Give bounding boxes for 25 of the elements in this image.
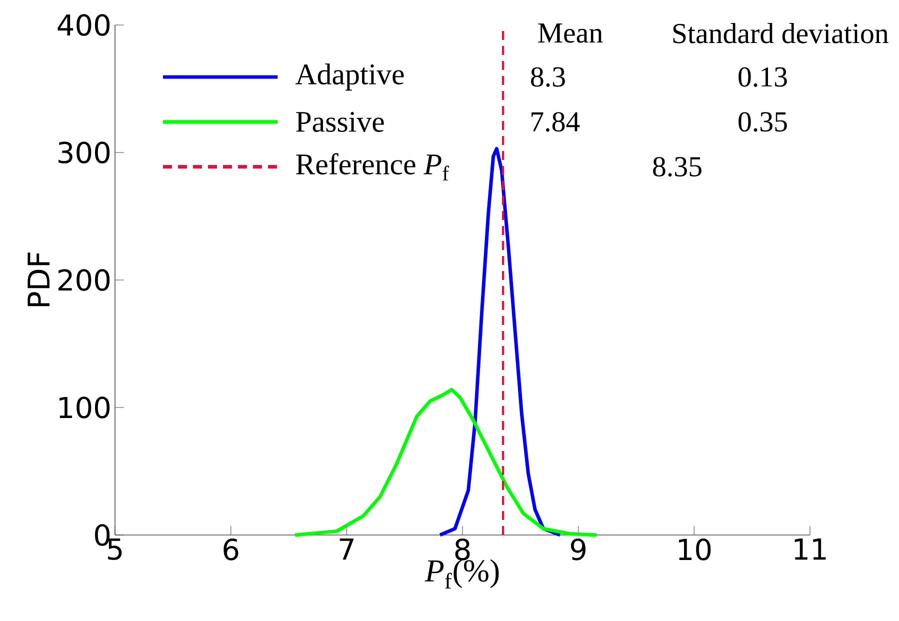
annotation: 7.84 bbox=[532, 112, 580, 132]
x-tick-label: 10 bbox=[678, 538, 711, 560]
line-series bbox=[293, 388, 598, 537]
y-axis-title: PDF bbox=[28, 252, 50, 306]
ref-line-label: Reference P$_{f}$ bbox=[296, 153, 450, 180]
y-tick-label: 100 bbox=[60, 396, 110, 418]
annotation: 0.13 bbox=[738, 67, 787, 87]
x-tick-label: 6 bbox=[224, 538, 238, 560]
y-tick-label: 400 bbox=[58, 14, 110, 36]
x-axis-title: P$_{f}$(%) bbox=[424, 559, 499, 589]
annotation: Mean bbox=[538, 24, 603, 43]
x-tick-label: 5 bbox=[108, 538, 122, 560]
annotation: 8.35 bbox=[653, 156, 702, 177]
y-tick-label: 0 bbox=[95, 524, 110, 546]
legend-label: Adaptive bbox=[296, 63, 404, 91]
x-tick-label: 7 bbox=[340, 538, 354, 560]
annotation: 0.35 bbox=[738, 112, 787, 132]
legend-label: Passive bbox=[296, 112, 384, 132]
x-tick-label: 11 bbox=[794, 538, 826, 560]
annotation: Standard deviation bbox=[673, 22, 888, 44]
y-tick-label: 300 bbox=[58, 142, 110, 164]
x-tick-label: 8 bbox=[455, 538, 470, 560]
annotation: 8.3 bbox=[531, 67, 565, 87]
y-tick-label: 200 bbox=[58, 269, 110, 291]
x-tick-label: 9 bbox=[570, 538, 586, 560]
